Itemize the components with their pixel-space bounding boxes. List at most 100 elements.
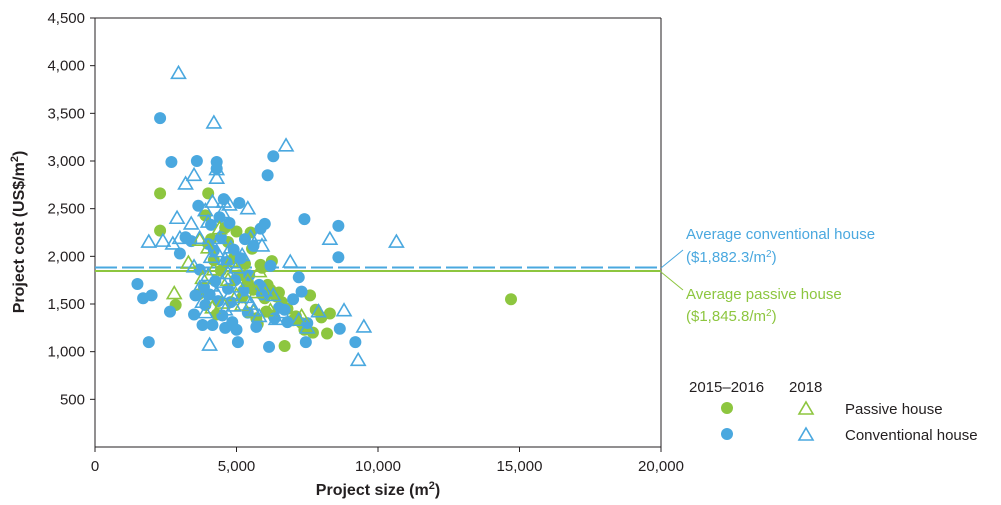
conventional-circle-point: [264, 259, 277, 272]
conventional-circle-point: [298, 213, 311, 226]
y-axis-title: Project cost (US$/m2): [9, 151, 28, 314]
legend-passive-triangle: [797, 400, 815, 415]
conventional-triangle-point: [228, 259, 245, 274]
conventional-triangle-point: [225, 297, 243, 312]
conventional-triangle-point: [355, 318, 373, 333]
conventional-triangle-point: [388, 233, 405, 248]
passive-circle-point: [202, 187, 215, 200]
conventional-circle-point: [287, 293, 300, 306]
conventional-triangle-point: [208, 169, 226, 185]
conventional-triangle-point: [208, 161, 226, 176]
conventional-circle-point: [206, 318, 219, 331]
legend-col-2015-2016: 2015–2016: [689, 379, 764, 396]
passive-triangle-point: [239, 272, 257, 287]
conventional-circle-point: [295, 285, 308, 298]
passive-circle-point: [272, 286, 285, 299]
y-tick-label: 4,500: [47, 10, 85, 27]
conventional-triangle-point: [245, 302, 262, 317]
conventional-triangle-point: [219, 264, 237, 280]
data-points: [131, 64, 518, 367]
conventional-circle-point: [332, 251, 345, 264]
conventional-triangle-point: [208, 243, 226, 258]
x-tick-label: 0: [91, 458, 99, 475]
conventional-triangle-point: [199, 266, 217, 282]
conventional-circle-point: [258, 217, 271, 230]
legend-conventional-triangle: [797, 426, 815, 441]
y-tick-label: 3,000: [47, 153, 85, 170]
conventional-circle-point: [333, 322, 346, 335]
y-tick-label: 2,500: [47, 201, 85, 218]
conventional-triangle-point: [205, 114, 223, 129]
conventional-circle-point: [190, 155, 203, 167]
conventional-triangle-point: [154, 232, 172, 247]
conventional-average-label: Average conventional house: [686, 226, 875, 243]
legend-col-2018: 2018: [789, 379, 822, 396]
x-tick-label: 5,000: [218, 458, 256, 475]
conventional-triangle-point: [191, 279, 209, 294]
passive-circle-point: [321, 327, 334, 340]
y-tick-label: 3,500: [47, 105, 85, 122]
legend: 2015–2016 2018 Passive house Conventiona…: [689, 379, 978, 444]
conventional-circle-point: [349, 336, 362, 349]
passive-circle-point: [278, 339, 291, 352]
conventional-triangle-point: [335, 302, 353, 317]
x-tick-label: 15,000: [497, 458, 543, 475]
conventional-triangle-point: [196, 304, 214, 319]
conventional-circle-point: [223, 216, 236, 229]
conventional-circle-point: [233, 196, 246, 209]
y-tick-label: 1,000: [47, 344, 85, 361]
conventional-triangle-point: [290, 311, 308, 327]
conventional-circle-point: [267, 150, 280, 163]
conventional-average-value: ($1,882.3/m2): [686, 249, 777, 266]
conventional-circle-point: [299, 336, 312, 349]
conventional-circle-point: [196, 318, 209, 331]
conventional-circle-point: [188, 308, 201, 321]
conventional-triangle-point: [199, 213, 217, 228]
conventional-circle-point: [173, 247, 186, 260]
conventional-triangle-point: [281, 253, 299, 268]
passive-average-label: Average passive house: [686, 286, 842, 303]
conventional-circle-point: [210, 162, 223, 175]
conventional-circle-point: [263, 340, 276, 353]
conventional-triangle-point: [239, 200, 257, 215]
conventional-triangle-point: [204, 193, 221, 208]
conventional-triangle-point: [208, 284, 226, 300]
passive-triangle-point: [228, 286, 245, 302]
y-tick-label: 500: [60, 391, 85, 408]
x-ticks: 0 5,000 10,000 15,000 20,000: [91, 447, 684, 475]
passive-circle-point: [154, 224, 167, 237]
conventional-circle-point: [230, 323, 243, 336]
conventional-circle-point: [142, 336, 155, 349]
passive-leader-line: [660, 271, 684, 291]
legend-passive-label: Passive house: [845, 401, 943, 418]
conventional-triangle-point: [191, 229, 209, 245]
legend-passive-circle: [721, 402, 733, 414]
conventional-triangle-point: [349, 351, 367, 367]
passive-triangle-point: [194, 269, 211, 285]
conventional-triangle-point: [170, 64, 187, 80]
y-ticks: 500 1,000 1,500 2,000 2,500 3,000 3,500 4,000 4,…: [47, 10, 95, 408]
legend-conventional-circle: [721, 428, 733, 440]
conventional-triangle-point: [185, 166, 203, 182]
conventional-triangle-point: [222, 239, 240, 254]
conventional-triangle-point: [221, 196, 238, 211]
x-tick-label: 10,000: [355, 458, 401, 475]
passive-circle-point: [323, 307, 336, 320]
passive-triangle-point: [165, 284, 183, 300]
conventional-leader-line: [660, 249, 684, 269]
x-axis-title: Project size (m2): [316, 480, 440, 499]
x-tick-label: 20,000: [638, 458, 684, 475]
conventional-triangle-point: [196, 202, 214, 217]
conventional-triangle-point: [277, 137, 295, 152]
axes: [94, 17, 662, 448]
y-tick-label: 2,000: [47, 248, 85, 265]
passive-circle-point: [230, 225, 243, 238]
conventional-triangle-point: [177, 175, 194, 190]
conventional-triangle-point: [168, 209, 186, 225]
conventional-triangle-point: [213, 273, 231, 288]
conventional-triangle-point: [216, 250, 234, 266]
conventional-circle-point: [205, 218, 218, 231]
passive-triangle-point: [250, 263, 268, 278]
conventional-circle-point: [281, 316, 294, 329]
